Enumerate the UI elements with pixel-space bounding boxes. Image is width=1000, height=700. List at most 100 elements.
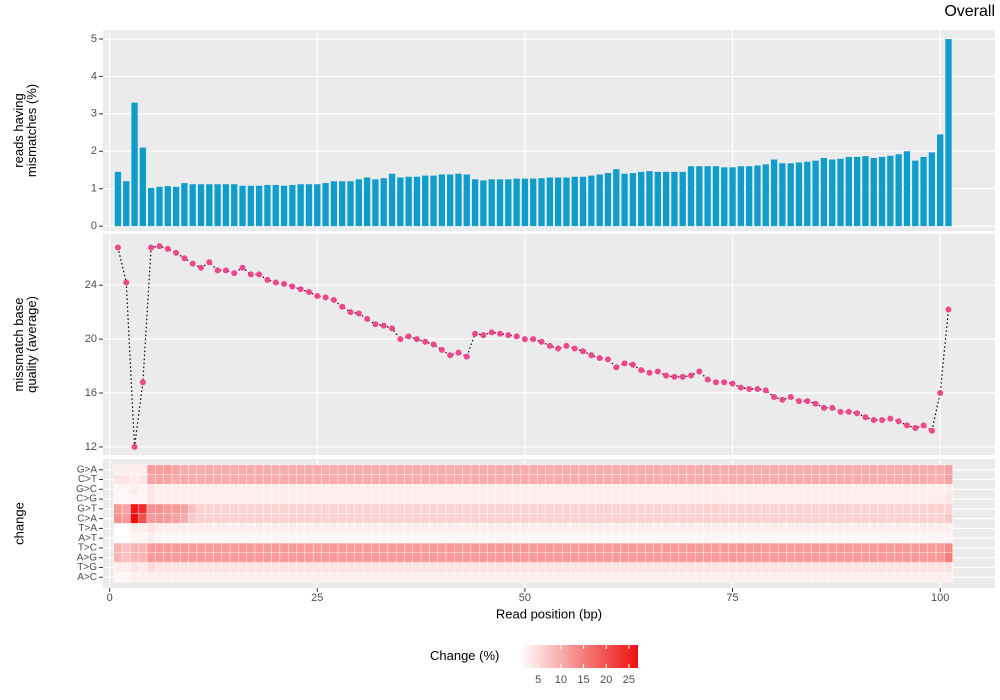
heatmap-cell [678,562,688,573]
heatmap-cell [944,533,953,544]
heatmap-cell [578,562,588,573]
heatmap-cell [869,493,879,505]
heatmap-cell [902,533,912,544]
heatmap-cell [869,523,879,534]
heatmap-cell [869,552,879,563]
heatmap-cell [645,464,654,475]
heatmap-cell [570,533,580,544]
heatmap-cell [894,503,904,514]
heatmap-cell [611,503,621,514]
heatmap-cell [545,464,555,475]
heatmap-cell [595,552,605,563]
heatmap-cell [429,484,438,495]
heatmap-cell [520,542,530,554]
heatmap-cell [337,533,347,544]
heatmap-cell [661,503,671,514]
heatmap-cell [512,484,521,495]
heatmap-cell [304,572,314,583]
heatmap-cell [312,542,322,554]
heatmap-cell [404,484,413,495]
heatmap-cell [545,503,555,514]
heatmap-cell [728,493,737,505]
heatmap-cell [794,523,804,534]
heatmap-cell [753,484,762,495]
heatmap-cell [180,464,189,475]
heatmap-cell [587,572,596,583]
heatmap-cell [113,464,123,475]
heatmap-cell [811,493,820,505]
heatmap-cell [861,552,870,563]
heatmap-cell [204,562,214,573]
heatmap-cell [852,562,862,573]
y-tick-label: C>T [78,474,97,485]
heatmap-cell [603,503,613,514]
heatmap-cell [238,474,247,485]
heatmap-cell [487,523,497,534]
heatmap-cell [337,464,347,475]
heatmap-cell [487,572,497,583]
heatmap-cell [636,484,646,495]
heatmap-cell [171,493,181,505]
heatmap-cell [180,513,189,524]
heatmap-cell [171,533,181,544]
heatmap-cell [885,503,895,514]
heatmap-cell [445,493,455,505]
heatmap-cell [587,542,596,554]
heatmap-cell [263,464,272,475]
heatmap-cell [479,464,488,475]
heatmap-cell [686,552,696,563]
heatmap-cell [454,474,463,485]
heatmap-cell [670,523,679,534]
heatmap-cell [611,523,621,534]
heatmap-cell [470,513,480,524]
heatmap-cell [246,493,256,505]
heatmap-cell [645,572,654,583]
heatmap-cell [553,493,563,505]
heatmap-cell [861,513,870,524]
heatmap-cell [479,542,488,554]
heatmap-cell [520,503,530,514]
heatmap-cell [238,464,247,475]
bar [505,179,512,227]
heatmap-cell [836,464,845,475]
heatmap-cell [786,562,796,573]
heatmap-cell [694,484,704,495]
heatmap-cell [246,552,256,563]
heatmap-cell [246,474,256,485]
heatmap-cell [437,523,447,534]
heatmap-cell [944,493,953,505]
heatmap-cell [902,503,912,514]
heatmap-cell [719,493,729,505]
heatmap-cell [470,533,480,544]
heatmap-cell [919,484,928,495]
heatmap-cell [786,513,796,524]
heatmap-cell [387,542,397,554]
heatmap-cell [246,542,256,554]
heatmap-cell [196,552,206,563]
heatmap-cell [686,562,696,573]
bar [222,184,230,227]
point [364,315,371,322]
heatmap-cell [894,484,904,495]
heatmap-cell [811,542,820,554]
heatmap-cell [827,503,837,514]
heatmap-cell [778,562,787,573]
heatmap-cell [944,484,953,495]
heatmap-cell [229,523,239,534]
heatmap-cell [736,464,746,475]
point [671,373,678,380]
heatmap-cell [454,562,463,573]
heatmap-cell [653,542,663,554]
point [447,352,454,359]
heatmap-cell [288,533,297,544]
bar [887,155,894,227]
heatmap-cell [877,562,887,573]
heatmap-cell [395,542,405,554]
heatmap-cell [827,533,837,544]
heatmap-cell [246,572,256,583]
heatmap-cell [437,572,447,583]
heatmap-cell [537,572,546,583]
heatmap-cell [213,523,222,534]
y-axis-title: mismatches (%) [24,84,39,177]
